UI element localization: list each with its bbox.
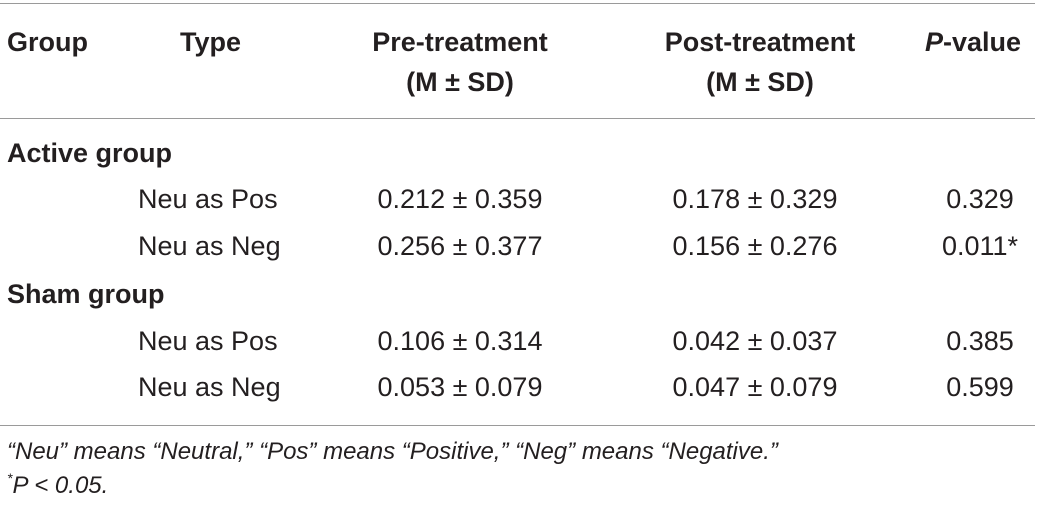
cell-post: 0.042 ± 0.037	[672, 326, 838, 356]
cell-p-value: 0.385	[946, 326, 1014, 356]
table-bottom-rule	[0, 425, 1035, 426]
cell-post: 0.178 ± 0.329	[672, 184, 838, 214]
footnote-abbreviations: “Neu” means “Neutral,” “Pos” means “Posi…	[7, 438, 778, 465]
header-pre-line2: (M ± SD)	[406, 67, 514, 97]
table-header-rule	[0, 118, 1035, 119]
cell-pre: 0.106 ± 0.314	[377, 326, 543, 356]
header-post-line1: Post-treatment	[664, 27, 856, 57]
group-label-sham: Sham group	[7, 279, 165, 309]
cell-p-value: 0.011*	[941, 231, 1019, 261]
cell-pre: 0.256 ± 0.377	[377, 231, 543, 261]
cell-type: Neu as Pos	[138, 184, 278, 214]
footnote-significance: *P < 0.05.	[7, 470, 109, 500]
header-p-value: P-value	[925, 27, 1021, 57]
cell-pre: 0.053 ± 0.079	[377, 372, 543, 402]
header-pre-treatment: Pre-treatment (M ± SD)	[335, 22, 585, 102]
cell-pre: 0.212 ± 0.359	[377, 184, 543, 214]
cell-p-value: 0.599	[946, 372, 1014, 402]
footnote-significance-text: P < 0.05.	[12, 472, 109, 499]
header-pre-line1: Pre-treatment	[372, 27, 548, 57]
cell-type: Neu as Neg	[138, 372, 281, 402]
header-p-italic: P	[925, 27, 944, 57]
group-label-active: Active group	[7, 138, 173, 168]
cell-post: 0.156 ± 0.276	[672, 231, 838, 261]
cell-p-value: 0.329	[946, 184, 1014, 214]
footnote-marker: *	[7, 470, 13, 486]
cell-post: 0.047 ± 0.079	[672, 372, 838, 402]
header-post-treatment: Post-treatment (M ± SD)	[630, 22, 890, 102]
header-post-line2: (M ± SD)	[706, 67, 814, 97]
header-type: Type	[180, 27, 242, 57]
header-p-rest: -value	[943, 27, 1022, 57]
cell-type: Neu as Pos	[138, 326, 278, 356]
header-group: Group	[7, 27, 88, 57]
cell-type: Neu as Neg	[138, 231, 281, 261]
table-top-rule	[0, 3, 1035, 4]
